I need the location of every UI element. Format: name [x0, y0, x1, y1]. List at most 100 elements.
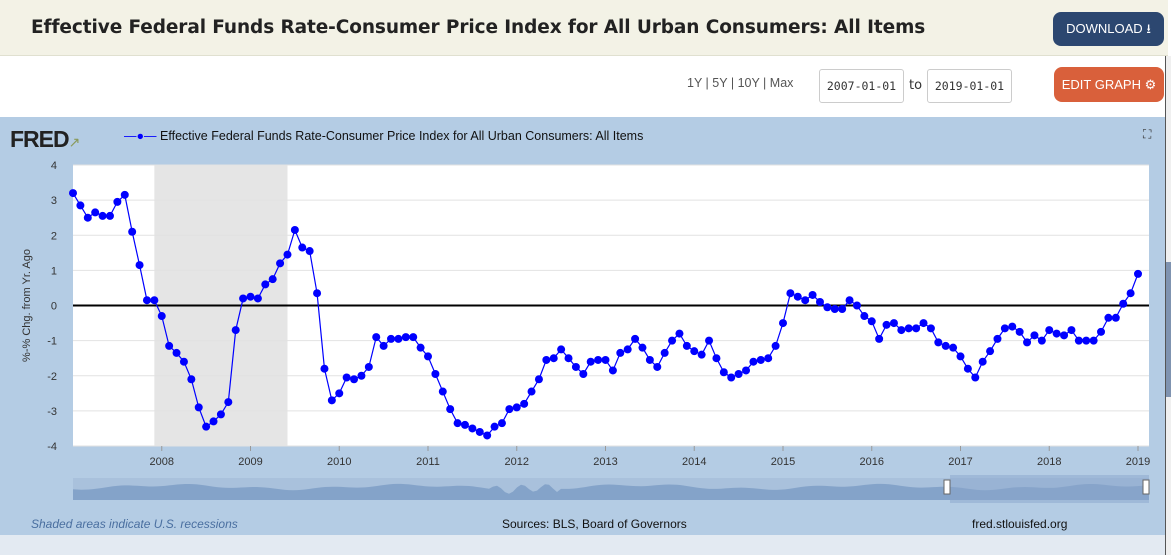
data-point — [1037, 336, 1046, 345]
data-point — [823, 303, 832, 312]
data-point — [83, 213, 92, 222]
data-point — [534, 375, 543, 384]
data-point — [387, 334, 396, 343]
data-point — [1000, 324, 1009, 333]
data-point — [867, 317, 876, 326]
data-point — [460, 420, 469, 429]
data-point — [1119, 299, 1128, 308]
data-point — [631, 334, 640, 343]
sources: Sources: BLS, Board of Governors — [502, 517, 687, 531]
header: Effective Federal Funds Rate-Consumer Pr… — [0, 0, 1168, 56]
data-point — [801, 296, 810, 305]
data-point — [1030, 331, 1039, 340]
x-tick-label: 2019 — [1126, 456, 1150, 468]
y-tick-label: -2 — [47, 371, 57, 383]
data-point — [727, 373, 736, 382]
range-max[interactable]: Max — [769, 76, 794, 90]
y-tick-label: 4 — [51, 160, 57, 172]
edit-graph-button[interactable]: EDIT GRAPH ⚙ — [1054, 67, 1164, 102]
data-point — [852, 301, 861, 310]
data-point — [69, 189, 77, 198]
data-point — [431, 369, 440, 378]
range-1y[interactable]: 1Y — [687, 76, 703, 90]
data-point — [860, 312, 869, 321]
data-point — [1060, 331, 1069, 340]
data-point — [172, 348, 181, 357]
range-10y[interactable]: 10Y — [737, 76, 760, 90]
data-point — [705, 336, 714, 345]
y-tick-label: -1 — [47, 336, 57, 348]
data-point — [697, 350, 706, 359]
data-point — [409, 333, 418, 342]
data-point — [712, 354, 721, 363]
x-tick-label: 2017 — [948, 456, 972, 468]
data-point — [179, 357, 188, 366]
data-point — [1089, 336, 1098, 345]
data-point — [668, 336, 677, 345]
data-point — [527, 387, 536, 396]
range-5y[interactable]: 5Y — [712, 76, 728, 90]
data-point — [246, 292, 255, 301]
data-point — [202, 422, 211, 431]
download-button[interactable]: DOWNLOAD ⭳ — [1053, 12, 1164, 46]
data-point — [549, 354, 558, 363]
navigator-handle[interactable] — [1142, 479, 1150, 495]
download-label: DOWNLOAD — [1066, 21, 1143, 36]
data-point — [1126, 289, 1135, 298]
data-point — [520, 399, 529, 408]
legend-marker-icon: —●— — [124, 129, 157, 143]
edit-label: EDIT GRAPH — [1061, 77, 1141, 92]
data-point — [394, 334, 403, 343]
data-point — [224, 398, 233, 407]
data-point — [253, 294, 262, 303]
to-label: to — [909, 78, 923, 93]
start-date-input[interactable]: 2007-01-01 — [819, 69, 904, 103]
data-point — [756, 355, 765, 364]
site-link[interactable]: fred.stlouisfed.org — [972, 517, 1068, 531]
x-tick-label: 2010 — [327, 456, 351, 468]
data-point — [1052, 329, 1061, 338]
data-point — [239, 294, 248, 303]
data-point — [542, 355, 551, 364]
data-point — [557, 345, 566, 354]
data-point — [187, 375, 196, 384]
data-point — [357, 371, 366, 380]
data-point — [313, 289, 322, 298]
data-point — [142, 296, 151, 305]
data-point — [742, 366, 751, 375]
data-point — [475, 427, 484, 436]
data-point — [350, 375, 359, 384]
data-point — [815, 297, 824, 306]
data-point — [438, 387, 447, 396]
data-point — [941, 341, 950, 350]
chart-panel: FRED↗ —●— Effective Federal Funds Rate-C… — [0, 117, 1165, 535]
data-point — [209, 417, 218, 426]
data-point — [216, 410, 225, 419]
data-point — [468, 424, 477, 433]
x-tick-label: 2014 — [682, 456, 706, 468]
scrollbar-thumb[interactable] — [1166, 262, 1171, 397]
page-bottom — [0, 535, 1165, 555]
data-point — [638, 343, 647, 352]
data-point — [1082, 336, 1091, 345]
data-point — [1045, 326, 1054, 335]
data-point — [838, 305, 847, 314]
data-point — [579, 369, 588, 378]
data-point — [601, 355, 610, 364]
data-point — [113, 197, 122, 206]
end-date-input[interactable]: 2019-01-01 — [927, 69, 1012, 103]
data-point — [749, 357, 758, 366]
data-point — [446, 405, 455, 414]
y-axis-label: %-% Chg. from Yr. Ago — [21, 249, 33, 362]
x-tick-label: 2008 — [150, 456, 174, 468]
data-point — [564, 354, 573, 363]
controls-row: 1Y | 5Y | 10Y | Max 2007-01-01 to 2019-0… — [0, 56, 1168, 117]
data-point — [571, 362, 580, 371]
data-point — [512, 403, 521, 412]
data-point — [372, 333, 381, 342]
data-point — [401, 333, 410, 342]
data-point — [135, 261, 144, 270]
navigator-handle[interactable] — [943, 479, 951, 495]
data-point — [594, 355, 603, 364]
fullscreen-icon[interactable]: ⛶ — [1143, 127, 1152, 141]
